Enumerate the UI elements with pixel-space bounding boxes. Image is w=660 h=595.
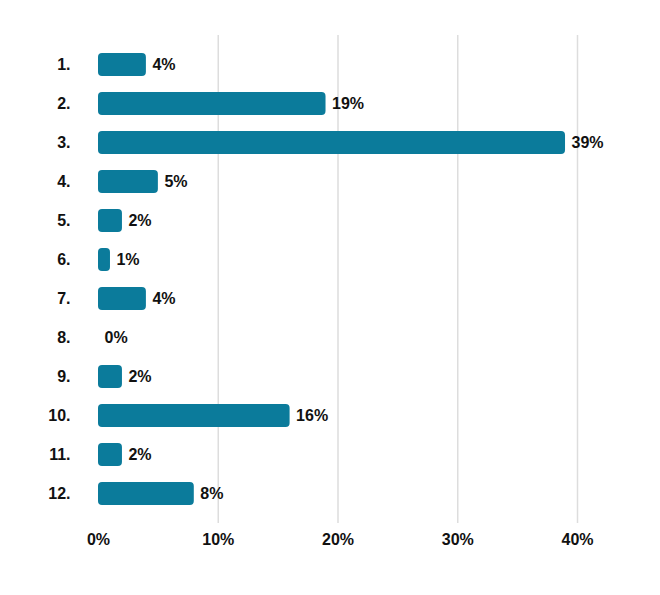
svg-text:1.: 1.: [57, 56, 70, 73]
svg-text:0%: 0%: [105, 329, 128, 346]
svg-text:8.: 8.: [57, 329, 70, 346]
svg-text:1%: 1%: [116, 251, 139, 268]
svg-text:2%: 2%: [128, 212, 151, 229]
svg-text:5.: 5.: [57, 212, 70, 229]
svg-text:3.: 3.: [57, 134, 70, 151]
svg-text:20%: 20%: [322, 531, 354, 548]
svg-text:19%: 19%: [332, 95, 364, 112]
svg-text:16%: 16%: [296, 407, 328, 424]
svg-text:9.: 9.: [57, 368, 70, 385]
svg-text:2%: 2%: [128, 446, 151, 463]
svg-text:2.: 2.: [57, 95, 70, 112]
svg-text:2%: 2%: [128, 368, 151, 385]
svg-text:5%: 5%: [164, 173, 187, 190]
svg-text:6.: 6.: [57, 251, 70, 268]
svg-text:4%: 4%: [152, 56, 175, 73]
svg-text:8%: 8%: [200, 485, 223, 502]
svg-text:4%: 4%: [152, 290, 175, 307]
svg-text:4.: 4.: [57, 173, 70, 190]
svg-text:12.: 12.: [48, 485, 70, 502]
svg-text:0%: 0%: [87, 531, 110, 548]
svg-text:40%: 40%: [561, 531, 593, 548]
svg-text:10%: 10%: [202, 531, 234, 548]
svg-text:11.: 11.: [49, 446, 70, 463]
svg-text:10.: 10.: [48, 407, 70, 424]
svg-text:39%: 39%: [572, 134, 604, 151]
svg-text:7.: 7.: [57, 290, 70, 307]
svg-text:30%: 30%: [442, 531, 474, 548]
